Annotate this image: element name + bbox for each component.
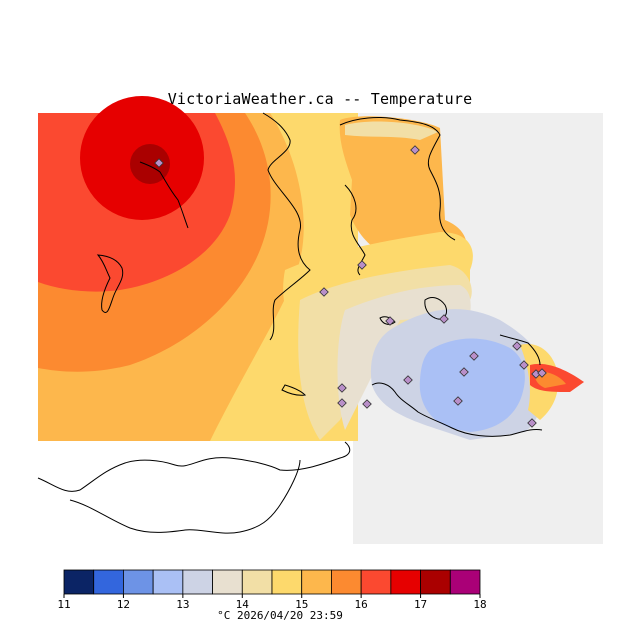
station-marker[interactable] [519, 360, 529, 370]
colorbar-swatch [182, 569, 213, 595]
colorbar-swatch [63, 569, 95, 595]
colorbar-tick-label: 16 [355, 598, 368, 611]
units-and-timestamp: °C 2026/04/20 23:59 [217, 609, 343, 622]
station-marker[interactable] [453, 396, 463, 406]
zone-upper-east-14 [345, 121, 438, 140]
station-marker[interactable] [527, 418, 537, 428]
coastline-sound [344, 184, 366, 276]
station-marker[interactable] [319, 287, 329, 297]
coastlines [37, 112, 543, 534]
colorbar-swatch [420, 569, 451, 595]
no-data-region [38, 441, 353, 544]
colorbar-swatch [241, 569, 273, 595]
station-marker[interactable] [531, 369, 541, 379]
colorbar-ticks: 11 12 13 14 15 16 17 18 [57, 594, 487, 611]
colorbar-swatch [152, 569, 184, 595]
station-marker[interactable] [362, 399, 372, 409]
zone-se-12-5 [419, 338, 525, 432]
colorbar-swatch [271, 569, 303, 595]
station-markers [154, 145, 547, 428]
station-marker[interactable] [459, 367, 469, 377]
station-marker[interactable] [385, 316, 395, 326]
colorbar-swatch [390, 569, 421, 595]
colorbar-tick-label: 12 [117, 598, 130, 611]
coastline-east-point [499, 334, 541, 366]
station-marker[interactable] [337, 398, 347, 408]
station-marker[interactable] [357, 260, 367, 270]
zone-central-13-5 [337, 285, 471, 430]
coastline-mainland-west [262, 112, 311, 341]
zone-upper-east-14-5 [339, 116, 467, 260]
island-islet [379, 316, 396, 325]
colorbar-swatch [301, 569, 332, 595]
colorbar-tick-label: 14 [236, 598, 250, 611]
station-marker[interactable] [410, 145, 420, 155]
station-marker[interactable] [537, 368, 547, 378]
colorbar-swatch [331, 569, 362, 595]
colorbar-tick-label: 13 [176, 598, 189, 611]
coastline-mainland-north [339, 117, 456, 241]
map-title: VictoriaWeather.ca -- Temperature [167, 90, 473, 108]
coastline-south [37, 441, 351, 492]
station-marker[interactable] [439, 314, 449, 324]
coastline-victoria [371, 382, 543, 437]
temperature-field [38, 96, 584, 441]
colorbar-tick-label: 17 [414, 598, 427, 611]
colorbar-swatch [212, 569, 243, 595]
island-small [281, 384, 307, 396]
zone-17 [130, 144, 170, 184]
island-north-inlet [139, 161, 189, 229]
colorbar-swatch [449, 569, 481, 595]
island-west [96, 254, 124, 313]
temperature-colorbar [63, 569, 481, 595]
colorbar-tick-label: 15 [295, 598, 308, 611]
station-marker[interactable] [154, 158, 164, 168]
station-marker[interactable] [337, 383, 347, 393]
station-marker[interactable] [469, 351, 479, 361]
station-marker[interactable] [403, 375, 413, 385]
station-marker[interactable] [512, 341, 522, 351]
colorbar-swatch [360, 569, 392, 595]
colorbar-swatch [93, 569, 124, 595]
coastline-olympic [69, 459, 301, 534]
colorbar-swatch [123, 569, 154, 595]
colorbar-tick-label: 18 [473, 598, 486, 611]
colorbar-tick-label: 11 [57, 598, 70, 611]
